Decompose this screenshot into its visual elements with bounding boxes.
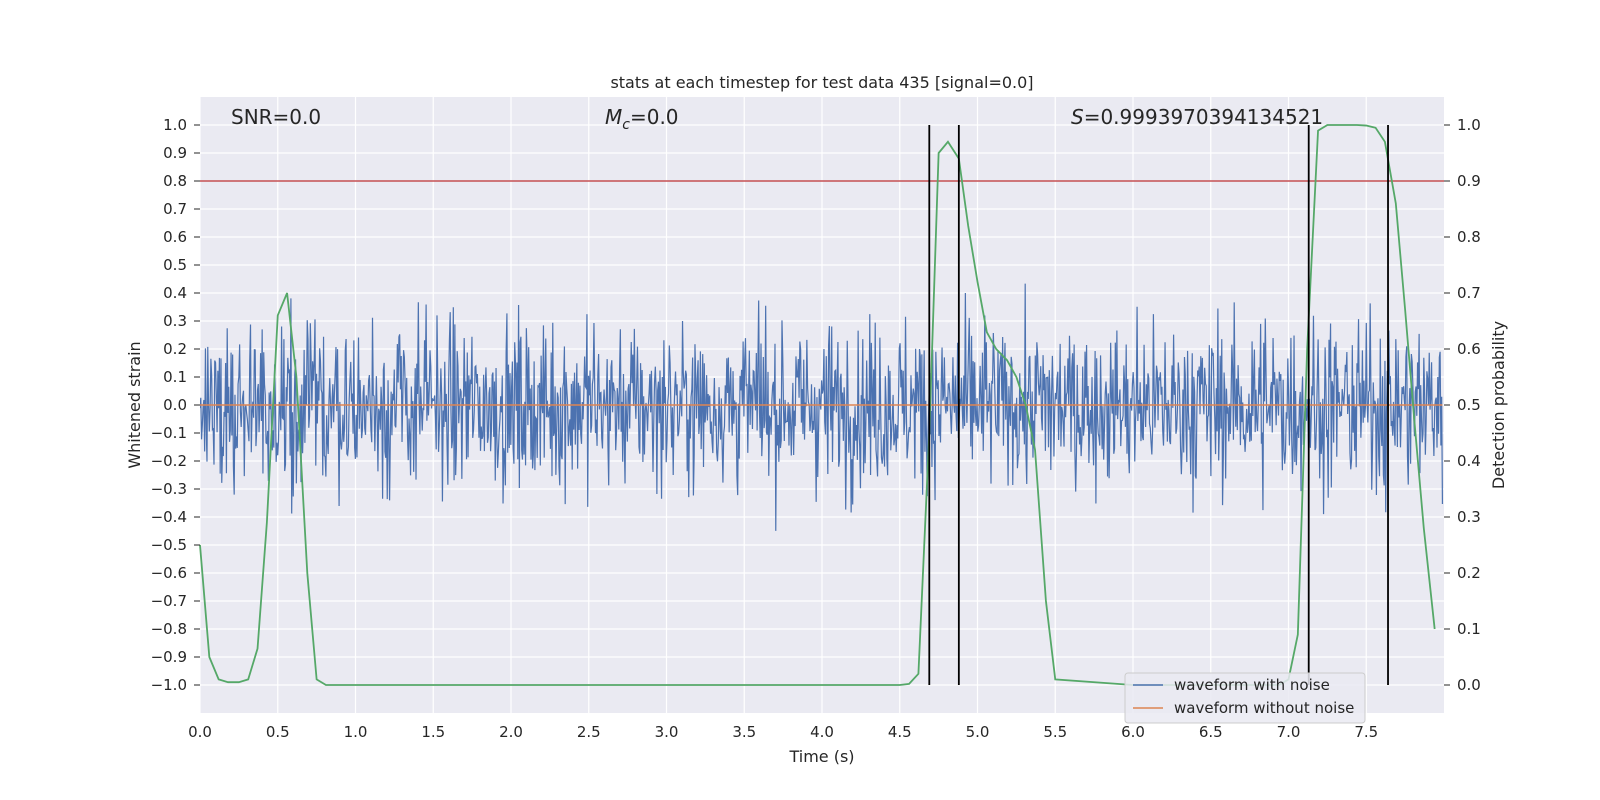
y-tick-label: −0.8 xyxy=(151,620,187,638)
y-axis-label: Whitened strain xyxy=(125,341,144,468)
y-tick-label: −1.0 xyxy=(151,676,187,694)
y2-tick-label: 0.4 xyxy=(1457,452,1481,470)
x-tick-label: 7.0 xyxy=(1277,723,1301,741)
y-tick-label: 0.7 xyxy=(163,200,187,218)
y-tick-label: −0.1 xyxy=(151,424,187,442)
legend-label-waveform-with-noise: waveform with noise xyxy=(1174,676,1330,694)
x-tick-label: 2.5 xyxy=(577,723,601,741)
chart-title: stats at each timestep for test data 435… xyxy=(610,73,1033,92)
s-value: =0.9993970394134521 xyxy=(1084,105,1323,129)
y2-tick-label: 0.8 xyxy=(1457,228,1481,246)
x-tick-label: 4.0 xyxy=(810,723,834,741)
y-tick-label: 0.8 xyxy=(163,172,187,190)
legend-box xyxy=(1124,672,1366,724)
y-tick-label: −0.3 xyxy=(151,480,187,498)
mc-annotation: Mc=0.0 xyxy=(605,105,679,133)
y-tick-label: 0.4 xyxy=(163,284,187,302)
y-tick-label: −0.2 xyxy=(151,452,187,470)
lines xyxy=(199,124,1444,686)
legend: waveform with noise waveform without noi… xyxy=(1124,672,1366,724)
x-tick-label: 1.5 xyxy=(421,723,445,741)
y-tick-label: −0.6 xyxy=(151,564,187,582)
x-tick-label: 2.0 xyxy=(499,723,523,741)
y2-tick-label: 0.3 xyxy=(1457,508,1481,526)
y-tick-label: 0.9 xyxy=(163,144,187,162)
y-tick-label: 0.1 xyxy=(163,368,187,386)
y2-tick-label: 0.7 xyxy=(1457,284,1481,302)
y2-tick-label: 1.0 xyxy=(1457,116,1481,134)
mc-symbol: M xyxy=(605,105,622,129)
y2-tick-label: 0.2 xyxy=(1457,564,1481,582)
y-tick-label: 1.0 xyxy=(163,116,187,134)
detection-probability-line xyxy=(199,124,1436,686)
x-tick-label: 6.5 xyxy=(1199,723,1223,741)
x-tick-label: 0.5 xyxy=(266,723,290,741)
s-symbol: S xyxy=(1071,105,1084,129)
x-tick-label: 7.5 xyxy=(1354,723,1378,741)
y-tick-label: −0.4 xyxy=(151,508,187,526)
ticks: 0.0 0.5 1.0 1.5 2.0 2.5 3.0 3.5 4.0 4.5 5.0 5.5 6.0 6… xyxy=(151,116,1481,741)
x-tick-label: 1.0 xyxy=(344,723,368,741)
waveform-with-noise-line xyxy=(200,283,1444,531)
x-axis-label: Time (s) xyxy=(788,747,854,766)
y-tick-label: 0.2 xyxy=(163,340,187,358)
x-tick-label: 6.0 xyxy=(1121,723,1145,741)
mc-value: =0.0 xyxy=(630,105,679,129)
mc-subscript: c xyxy=(622,117,630,133)
y2-axis-label: Detection probability xyxy=(1489,321,1508,489)
x-tick-label: 5.0 xyxy=(966,723,990,741)
y-tick-label: 0.0 xyxy=(163,396,187,414)
s-annotation: S=0.9993970394134521 xyxy=(1071,105,1323,129)
y2-tick-label: 0.0 xyxy=(1457,676,1481,694)
y-tick-label: −0.7 xyxy=(151,592,187,610)
x-tick-label: 3.5 xyxy=(732,723,756,741)
y2-tick-label: 0.5 xyxy=(1457,396,1481,414)
waveform-with-noise-series xyxy=(200,283,1444,531)
y2-tick-label: 0.6 xyxy=(1457,340,1481,358)
x-tick-label: 4.5 xyxy=(888,723,912,741)
y-tick-label: −0.5 xyxy=(151,536,187,554)
x-tick-label: 3.0 xyxy=(655,723,679,741)
y-tick-label: −0.9 xyxy=(151,648,187,666)
x-tick-label: 5.5 xyxy=(1043,723,1067,741)
legend-label-waveform-without-noise: waveform without noise xyxy=(1174,699,1354,717)
x-tick-label: 0.0 xyxy=(188,723,212,741)
y2-tick-label: 0.1 xyxy=(1457,620,1481,638)
y-tick-label: 0.6 xyxy=(163,228,187,246)
y-tick-label: 0.5 xyxy=(163,256,187,274)
y-tick-label: 0.3 xyxy=(163,312,187,330)
snr-annotation: SNR=0.0 xyxy=(231,105,321,129)
y2-tick-label: 0.9 xyxy=(1457,172,1481,190)
